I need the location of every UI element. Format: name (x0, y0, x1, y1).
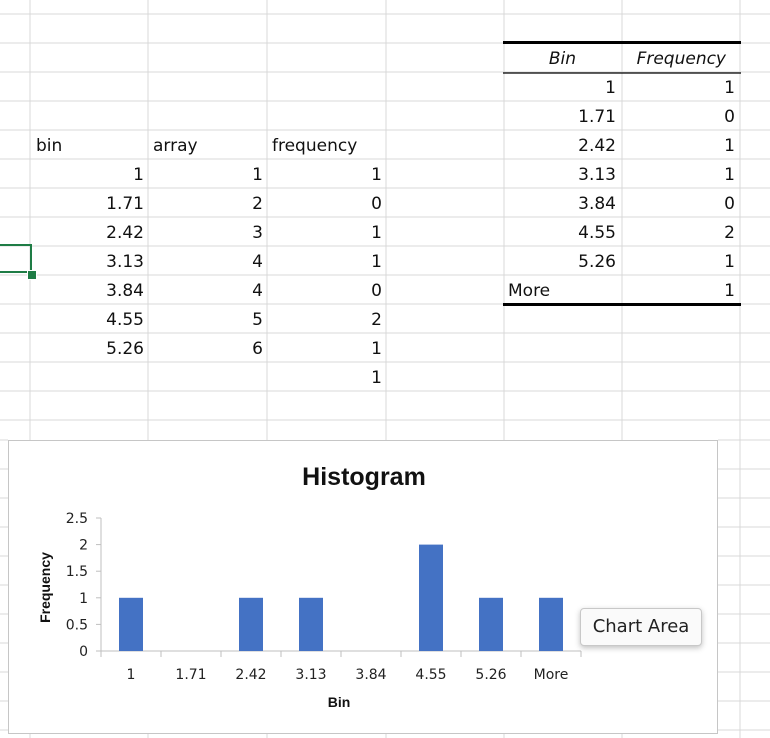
bin-cell[interactable]: 2.42 (106, 223, 144, 243)
output-bin-cell[interactable]: 5.26 (578, 252, 616, 272)
y-tick-label: 2.5 (66, 511, 88, 527)
frequency-cell[interactable]: 1 (371, 368, 382, 388)
output-frequency-cell[interactable]: 1 (724, 165, 735, 185)
bin-cell[interactable]: 1.71 (106, 194, 144, 214)
header-frequency[interactable]: frequency (272, 136, 358, 156)
output-frequency-cell[interactable]: 0 (724, 194, 735, 214)
bin-cell[interactable]: 4.55 (106, 310, 144, 330)
header-array[interactable]: array (153, 136, 198, 156)
array-cell[interactable]: 6 (252, 339, 263, 359)
output-bin-cell[interactable]: More (508, 281, 551, 301)
header-bin[interactable]: bin (36, 136, 63, 156)
selected-cell[interactable] (0, 244, 32, 273)
output-frequency-cell[interactable]: 1 (724, 136, 735, 156)
header-bin-output[interactable]: Bin (548, 49, 576, 69)
frequency-cell[interactable]: 0 (371, 281, 382, 301)
x-tick-label: 3.84 (355, 667, 386, 683)
histogram-bar (419, 544, 443, 651)
header-frequency-output[interactable]: Frequency (636, 49, 726, 69)
x-tick-label: 5.26 (475, 667, 506, 683)
array-cell[interactable]: 4 (252, 252, 263, 272)
y-tick-label: 1.5 (66, 564, 88, 580)
frequency-cell[interactable]: 1 (371, 339, 382, 359)
histogram-bar (299, 597, 323, 651)
y-axis-title: Frequency (37, 552, 53, 623)
chart-area-tooltip: Chart Area (580, 608, 702, 646)
frequency-cell[interactable]: 0 (371, 194, 382, 214)
output-bin-cell[interactable]: 4.55 (578, 223, 616, 243)
output-bin-cell[interactable]: 3.13 (578, 165, 616, 185)
x-tick-label: More (534, 667, 569, 683)
histogram-bar (239, 597, 263, 651)
x-tick-label: 1.71 (175, 667, 206, 683)
output-bin-cell[interactable]: 2.42 (578, 136, 616, 156)
frequency-cell[interactable]: 2 (371, 310, 382, 330)
output-frequency-cell[interactable]: 0 (724, 107, 735, 127)
table-border (503, 41, 741, 44)
histogram-bar (539, 597, 563, 651)
table-border (503, 303, 741, 306)
x-tick-label: 2.42 (235, 667, 266, 683)
x-tick-label: 1 (127, 667, 136, 683)
output-frequency-cell[interactable]: 2 (724, 223, 735, 243)
bin-cell[interactable]: 3.13 (106, 252, 144, 272)
array-cell[interactable]: 1 (252, 165, 263, 185)
y-tick-label: 1 (79, 591, 88, 607)
x-axis-title: Bin (328, 694, 351, 710)
fill-handle[interactable] (27, 270, 37, 280)
bin-cell[interactable]: 5.26 (106, 339, 144, 359)
frequency-cell[interactable]: 1 (371, 223, 382, 243)
bin-cell[interactable]: 3.84 (106, 281, 144, 301)
x-tick-label: 3.13 (295, 667, 326, 683)
bin-cell[interactable]: 1 (133, 165, 144, 185)
output-bin-cell[interactable]: 1 (605, 78, 616, 98)
x-tick-label: 4.55 (415, 667, 446, 683)
output-frequency-cell[interactable]: 1 (724, 78, 735, 98)
frequency-cell[interactable]: 1 (371, 165, 382, 185)
array-cell[interactable]: 3 (252, 223, 263, 243)
array-cell[interactable]: 2 (252, 194, 263, 214)
array-cell[interactable]: 5 (252, 310, 263, 330)
output-frequency-cell[interactable]: 1 (724, 252, 735, 272)
frequency-cell[interactable]: 1 (371, 252, 382, 272)
y-tick-label: 0 (79, 644, 88, 660)
y-tick-label: 2 (79, 538, 88, 554)
output-frequency-cell[interactable]: 1 (724, 281, 735, 301)
histogram-bar (119, 597, 143, 651)
output-bin-cell[interactable]: 3.84 (578, 194, 616, 214)
chart-title: Histogram (302, 463, 426, 491)
histogram-chart[interactable]: Histogram 0 0.5 1 1.5 2 2.5 1 1.71 2.42 3.13 3.84 4.… (8, 440, 718, 734)
y-tick-label: 0.5 (66, 617, 88, 633)
array-cell[interactable]: 4 (252, 281, 263, 301)
chart-plot: Histogram 0 0.5 1 1.5 2 2.5 1 1.71 2.42 3.13 3.84 4.… (37, 463, 582, 710)
output-bin-cell[interactable]: 1.71 (578, 107, 616, 127)
histogram-bar (479, 597, 503, 651)
